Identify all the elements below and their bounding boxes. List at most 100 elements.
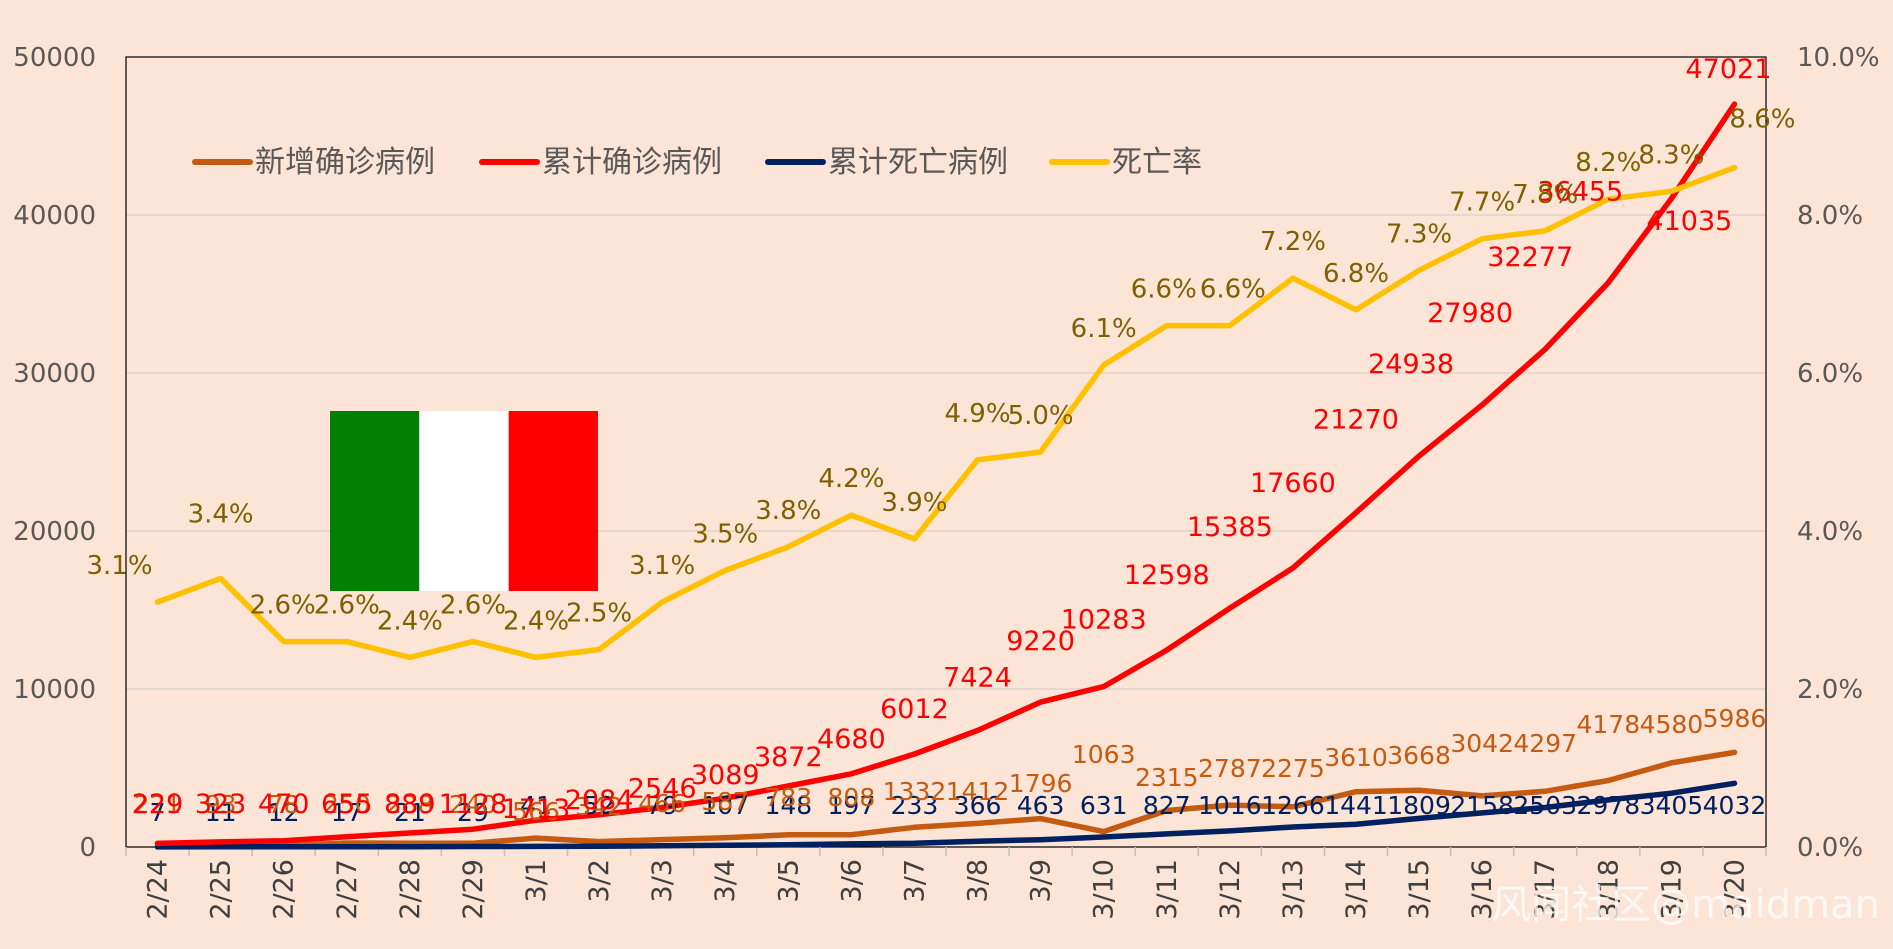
data-label-new-cases: 466	[638, 789, 686, 818]
data-label-mortality: 3.9%	[881, 488, 947, 518]
data-label-confirmed: 470	[258, 789, 310, 820]
flag-stripe	[419, 411, 509, 591]
x-tick-label: 3/2	[584, 859, 615, 902]
data-label-confirmed: 655	[321, 789, 373, 820]
data-label-new-cases: 1796	[1009, 769, 1073, 798]
x-tick-label: 2/26	[269, 859, 300, 920]
data-label-new-cases: 2787	[1198, 754, 1262, 783]
data-label-new-cases: 2315	[1135, 763, 1199, 792]
series-line-3	[154, 164, 1738, 661]
x-tick-label: 3/7	[899, 859, 930, 902]
data-label-deaths: 29	[457, 798, 489, 827]
data-label-new-cases: 93	[205, 790, 237, 819]
data-label-confirmed: 15385	[1187, 512, 1273, 543]
x-tick-label: 3/15	[1404, 859, 1435, 920]
data-label-mortality: 8.2%	[1575, 148, 1641, 178]
data-label-confirmed: 889	[384, 789, 436, 820]
data-label-deaths: 1266	[1261, 791, 1325, 820]
data-label-mortality: 3.8%	[755, 496, 821, 526]
data-label-confirmed: 9220	[1006, 626, 1075, 657]
data-label-new-cases: 4178	[1576, 710, 1640, 739]
x-tick-label: 3/5	[773, 859, 804, 902]
data-label-new-cases: 240	[449, 790, 497, 819]
data-label-new-cases: 2275	[1261, 754, 1325, 783]
x-tick-label: 3/16	[1467, 859, 1498, 920]
data-label-new-cases: 3042	[1450, 729, 1514, 758]
x-tick-label: 2/28	[395, 859, 426, 920]
series-line-1	[154, 101, 1738, 847]
data-label-new-cases: 1332	[883, 777, 947, 806]
data-label-new-cases: 221	[134, 790, 182, 819]
data-label-mortality: 2.5%	[566, 599, 632, 629]
data-label-deaths: 366	[954, 791, 1002, 820]
data-label-new-cases: 342	[575, 792, 623, 821]
data-label-mortality: 8.3%	[1638, 140, 1704, 170]
y-tick-label: 20000	[13, 517, 96, 547]
x-tick-label: 3/4	[710, 859, 741, 902]
y2-tick-label: 0.0%	[1797, 833, 1863, 863]
data-label-deaths: 148	[764, 791, 812, 820]
data-label-deaths: 2503	[1513, 791, 1577, 820]
data-label-confirmed: 32277	[1487, 242, 1573, 273]
data-label-deaths: 197	[828, 791, 876, 820]
x-tick-label: 2/27	[332, 859, 363, 920]
y-tick-label: 50000	[13, 43, 96, 73]
data-label-confirmed: 3872	[754, 742, 823, 773]
y2-tick-label: 6.0%	[1797, 359, 1863, 389]
data-label-deaths: 4032	[1703, 791, 1767, 820]
data-label-deaths: 631	[1080, 791, 1128, 820]
legend-label: 新增确诊病例	[255, 145, 435, 180]
data-label-new-cases: 238	[386, 790, 434, 819]
data-label-mortality: 5.0%	[1008, 401, 1074, 431]
data-label-mortality: 6.1%	[1071, 314, 1137, 344]
x-tick-label: 3/17	[1530, 859, 1561, 920]
data-label-mortality: 7.3%	[1386, 219, 1452, 249]
x-tick-label: 3/3	[647, 859, 678, 902]
x-tick-label: 3/14	[1341, 859, 1372, 920]
data-label-confirmed: 2546	[628, 773, 697, 804]
data-label-deaths: 41	[520, 791, 552, 820]
data-label-new-cases: 4580	[1640, 710, 1704, 739]
data-label-new-cases: 783	[764, 783, 812, 812]
data-label-mortality: 6.8%	[1323, 259, 1389, 289]
data-label-new-cases: 3610	[1324, 743, 1388, 772]
data-label-deaths: 52	[583, 791, 615, 820]
data-label-mortality: 3.5%	[692, 520, 758, 550]
data-label-new-cases: 78	[268, 790, 300, 819]
data-label-new-cases: 1063	[1072, 740, 1136, 769]
y2-tick-label: 4.0%	[1797, 517, 1863, 547]
x-tick-label: 3/8	[963, 859, 994, 902]
data-label-confirmed: 12598	[1124, 560, 1210, 591]
x-tick-label: 3/18	[1593, 859, 1624, 920]
legend: 新增确诊病例 累计确诊病例 累计死亡病例 死亡率	[192, 145, 1202, 180]
y-tick-label: 40000	[13, 201, 96, 231]
x-tick-label: 3/20	[1719, 859, 1750, 920]
data-label-confirmed: 41035	[1646, 206, 1732, 237]
x-tick-label: 3/19	[1656, 859, 1687, 920]
data-label-mortality: 6.6%	[1131, 275, 1197, 305]
data-label-confirmed: 10283	[1061, 605, 1147, 636]
y2-tick-label: 10.0%	[1797, 43, 1880, 73]
y-tick-label: 30000	[13, 359, 96, 389]
data-label-deaths: 79	[646, 791, 678, 820]
legend-label: 累计确诊病例	[542, 145, 722, 180]
data-label-confirmed: 47021	[1686, 54, 1772, 85]
x-tick-label: 3/13	[1278, 859, 1309, 920]
data-label-new-cases: 808	[828, 783, 876, 812]
x-tick-label: 3/9	[1026, 859, 1057, 902]
data-label-confirmed: 4680	[817, 724, 886, 755]
data-label-confirmed: 27980	[1427, 298, 1513, 329]
data-label-new-cases: 587	[701, 787, 749, 816]
data-label-mortality: 8.6%	[1729, 105, 1795, 135]
x-tick-label: 3/1	[521, 859, 552, 902]
data-label-new-cases: 1412	[946, 777, 1010, 806]
data-label-deaths: 3405	[1640, 791, 1704, 820]
data-label-mortality: 4.2%	[818, 464, 884, 494]
watermark: 风闻社区@maidman	[1491, 882, 1880, 928]
data-label-confirmed: 2084	[565, 785, 634, 816]
data-label-deaths: 233	[891, 791, 939, 820]
data-label-confirmed: 3089	[691, 760, 760, 791]
data-label-new-cases: 3668	[1387, 741, 1451, 770]
